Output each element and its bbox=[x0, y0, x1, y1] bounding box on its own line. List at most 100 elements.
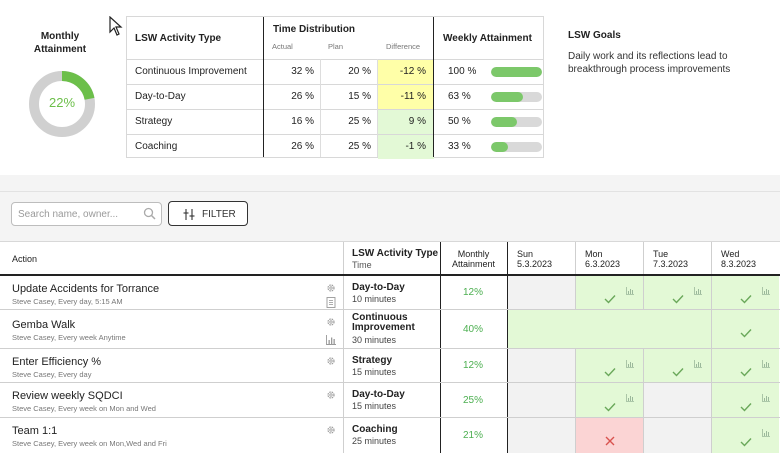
search-input[interactable] bbox=[11, 202, 162, 226]
weekly-attainment-bar bbox=[491, 117, 542, 127]
action-subtitle: Steve Casey, Every week on Mon,Wed and F… bbox=[12, 439, 167, 448]
action-subtitle: Steve Casey, Every day bbox=[12, 370, 92, 379]
day-cell[interactable] bbox=[507, 276, 575, 309]
settings-gear-icon[interactable] bbox=[326, 353, 336, 371]
search-icon[interactable] bbox=[143, 207, 156, 220]
day-cell[interactable] bbox=[711, 276, 779, 309]
day-cell[interactable] bbox=[711, 418, 779, 453]
monthly-attainment-title: Monthly Attainment bbox=[33, 31, 87, 55]
day-cell-wed[interactable] bbox=[711, 310, 779, 348]
actual-value: 26 % bbox=[291, 91, 314, 102]
row-monthly-attainment: 12% bbox=[462, 360, 483, 371]
mini-chart-icon[interactable] bbox=[626, 355, 634, 373]
check-icon bbox=[604, 399, 616, 417]
activity-grid: Action LSW Activity Type Time Monthly At… bbox=[0, 241, 780, 453]
mouse-cursor-icon bbox=[109, 16, 123, 36]
action-subtitle: Steve Casey, Every week on Mon and Wed bbox=[12, 404, 156, 413]
activity-type: Coaching bbox=[352, 424, 398, 435]
time-distribution-header: Time Distribution Actual Plan Difference bbox=[272, 24, 421, 51]
mini-chart-icon[interactable] bbox=[694, 355, 702, 373]
day-cell[interactable] bbox=[643, 418, 711, 453]
activity-row[interactable]: Team 1:1 Steve Casey, Every week on Mon,W… bbox=[0, 418, 780, 453]
filter-button[interactable]: FILTER bbox=[168, 201, 248, 226]
weekly-attainment-bar bbox=[491, 92, 542, 102]
difference-cell: -12 % bbox=[378, 60, 434, 84]
weekly-attainment-bar bbox=[491, 142, 542, 152]
day-cell-merged[interactable] bbox=[507, 310, 711, 348]
chart-icon[interactable] bbox=[326, 332, 336, 350]
action-title[interactable]: Team 1:1 bbox=[12, 425, 58, 437]
activity-time: 25 minutes bbox=[352, 436, 397, 446]
day-cell[interactable] bbox=[575, 418, 643, 453]
lsw-table-row: Continuous Improvement 32 % 20 % -12 % 100 % bbox=[127, 59, 543, 84]
check-icon bbox=[672, 291, 684, 309]
action-column-header: Action bbox=[12, 254, 38, 264]
monthly-attainment-donut bbox=[29, 71, 95, 137]
action-subtitle: Steve Casey, Every week Anytime bbox=[12, 333, 126, 342]
action-title[interactable]: Update Accidents for Torrance bbox=[12, 283, 160, 295]
day-cell[interactable] bbox=[575, 383, 643, 417]
settings-gear-icon[interactable] bbox=[326, 387, 336, 405]
weekly-attainment-value: 33 % bbox=[448, 141, 471, 152]
filter-button-label: FILTER bbox=[202, 209, 236, 220]
action-title[interactable]: Gemba Walk bbox=[12, 319, 76, 331]
check-icon bbox=[740, 434, 752, 452]
day-cell[interactable] bbox=[711, 349, 779, 382]
mini-chart-icon[interactable] bbox=[762, 424, 770, 442]
mini-chart-icon[interactable] bbox=[762, 389, 770, 407]
activity-time: 30 minutes bbox=[352, 335, 397, 345]
check-icon bbox=[740, 291, 752, 309]
difference-value: -12 % bbox=[399, 66, 426, 77]
document-icon[interactable] bbox=[326, 295, 336, 313]
mini-chart-icon[interactable] bbox=[694, 282, 702, 300]
day-cell[interactable] bbox=[643, 383, 711, 417]
action-title[interactable]: Review weekly SQDCI bbox=[12, 390, 123, 402]
actual-value: 16 % bbox=[291, 116, 314, 127]
mini-chart-icon[interactable] bbox=[762, 355, 770, 373]
day-cell[interactable] bbox=[711, 383, 779, 417]
mini-chart-icon[interactable] bbox=[626, 389, 634, 407]
day-cell[interactable] bbox=[575, 349, 643, 382]
mini-chart-icon[interactable] bbox=[762, 282, 770, 300]
row-monthly-attainment: 40% bbox=[462, 324, 483, 335]
plan-value: 25 % bbox=[348, 141, 371, 152]
day-cell[interactable] bbox=[575, 276, 643, 309]
day-cell[interactable] bbox=[507, 383, 575, 417]
plan-value: 15 % bbox=[348, 91, 371, 102]
day-column-header: Tue 7.3.2023 bbox=[643, 242, 711, 274]
activity-row[interactable]: Review weekly SQDCI Steve Casey, Every we… bbox=[0, 383, 780, 418]
lsw-goals-text: Daily work and its reflections lead to b… bbox=[568, 51, 731, 75]
type-column-header: LSW Activity Type Time bbox=[343, 242, 440, 274]
check-icon bbox=[740, 364, 752, 382]
activity-row[interactable]: Enter Efficiency % Steve Casey, Every day… bbox=[0, 349, 780, 383]
day-cell[interactable] bbox=[507, 349, 575, 382]
day-cell[interactable] bbox=[507, 418, 575, 453]
filter-sliders-icon bbox=[183, 209, 195, 220]
day-cell[interactable] bbox=[643, 349, 711, 382]
plan-value: 25 % bbox=[348, 116, 371, 127]
activity-row[interactable]: Gemba Walk Steve Casey, Every week Anytim… bbox=[0, 310, 780, 349]
monthly-attainment-percent: 22% bbox=[48, 95, 76, 110]
weekly-attainment-value: 100 % bbox=[448, 66, 477, 77]
difference-cell: -1 % bbox=[378, 135, 434, 159]
plan-value: 20 % bbox=[348, 66, 371, 77]
action-title[interactable]: Enter Efficiency % bbox=[12, 356, 102, 368]
weekly-attainment-cell: 63 % bbox=[434, 85, 544, 109]
day-cell[interactable] bbox=[643, 276, 711, 309]
settings-gear-icon[interactable] bbox=[326, 314, 336, 332]
settings-gear-icon[interactable] bbox=[326, 280, 336, 298]
activity-row[interactable]: Update Accidents for Torrance Steve Casey… bbox=[0, 276, 780, 310]
settings-gear-icon[interactable] bbox=[326, 422, 336, 440]
check-icon bbox=[672, 364, 684, 382]
mini-chart-icon[interactable] bbox=[626, 282, 634, 300]
lsw-table-row: Day-to-Day 26 % 15 % -11 % 63 % bbox=[127, 84, 543, 109]
activity-time: 15 minutes bbox=[352, 401, 397, 411]
activity-time: 10 minutes bbox=[352, 294, 397, 304]
day-column-header: Sun 5.3.2023 bbox=[507, 242, 575, 274]
actual-value: 26 % bbox=[291, 141, 314, 152]
action-subtitle: Steve Casey, Every day, 5:15 AM bbox=[12, 297, 123, 306]
row-monthly-attainment: 12% bbox=[462, 287, 483, 298]
weekly-attainment-cell: 33 % bbox=[434, 135, 544, 159]
actual-value: 32 % bbox=[291, 66, 314, 77]
section-gap bbox=[0, 175, 780, 191]
